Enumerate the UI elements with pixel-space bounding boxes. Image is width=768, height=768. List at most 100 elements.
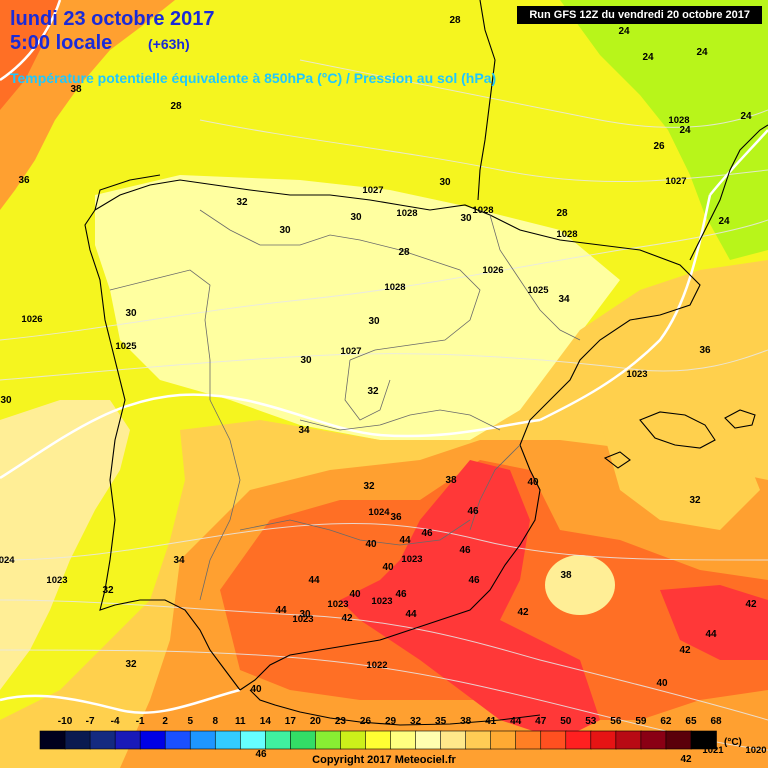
legend-tick: 11 — [235, 716, 246, 727]
legend-swatch — [365, 730, 392, 750]
theta-label: 30 — [125, 308, 137, 319]
legend-swatch — [415, 730, 442, 750]
legend-swatch — [64, 730, 91, 750]
theta-label: 40 — [365, 539, 377, 550]
field-red-east — [660, 585, 768, 660]
pressure-label: 1023 — [292, 614, 313, 625]
theta-label: 30 — [439, 177, 451, 188]
theta-label: 40 — [250, 684, 262, 695]
legend-swatch — [239, 730, 267, 750]
coastlines — [84, 0, 768, 726]
legend-tick: 59 — [635, 716, 647, 727]
legend-tick: 32 — [410, 716, 422, 727]
theta-label: 32 — [363, 481, 375, 492]
theta-label: 40 — [656, 678, 668, 689]
pressure-label: 1028 — [472, 205, 493, 216]
legend-tick: 50 — [560, 716, 572, 727]
theta-label: 30 — [299, 609, 311, 620]
legend-tick: -1 — [136, 716, 145, 727]
theta-label: 32 — [367, 386, 379, 397]
theta-label: 30 — [300, 355, 312, 366]
pressure-label: 1023 — [626, 369, 647, 380]
legend-swatch — [515, 730, 542, 750]
legend-swatch — [164, 730, 192, 750]
pressure-label: 1027 — [340, 346, 361, 357]
legend-unit: (°C) — [724, 737, 742, 748]
legend-tick: -7 — [86, 716, 95, 727]
theta-label: 40 — [382, 562, 394, 573]
pressure-label: 1028 — [396, 208, 417, 219]
theta-label: 24 — [740, 111, 752, 122]
theta-label: 36 — [699, 345, 711, 356]
theta-label: 32 — [102, 585, 114, 596]
theta-label: 28 — [398, 247, 410, 258]
pressure-label: 1025 — [115, 341, 137, 352]
color-legend: -10 -7 -4 -1 2 5 8 11 14 17 20 23 26 29 32 35 38 41 44 47 50… — [39, 716, 722, 750]
legend-swatch — [189, 730, 217, 750]
forecast-step: (+63h) — [148, 36, 190, 52]
theta-label: 36 — [390, 512, 402, 523]
parameter-title: Température potentielle équivalente à 85… — [10, 70, 497, 86]
theta-label: 34 — [558, 294, 570, 305]
legend-tick: 17 — [285, 716, 297, 727]
theta-label: 44 — [705, 629, 717, 640]
legend-tick: 44 — [510, 716, 522, 727]
pressure-label: 1022 — [366, 660, 387, 671]
pressure-labels: 1028 1027 1027 1028 1028 1028 1026 1028 1025 1026… — [0, 115, 767, 756]
theta-label: 46 — [468, 575, 480, 586]
legend-swatch — [465, 730, 492, 750]
pressure-label: 1023 — [401, 554, 422, 565]
theta-label: 42 — [745, 599, 757, 610]
legend-tick: 68 — [710, 716, 722, 727]
legend-swatch — [665, 730, 692, 750]
pressure-label: 1023 — [371, 596, 392, 607]
theta-label: 42 — [680, 754, 692, 765]
legend-swatch — [290, 730, 317, 750]
theta-label: 32 — [689, 495, 701, 506]
theta-label: 24 — [718, 216, 730, 227]
copyright-notice: Copyright 2017 Meteociel.fr — [312, 754, 456, 766]
legend-tick: 26 — [360, 716, 372, 727]
theta-label: 32 — [236, 197, 248, 208]
legend-tick: 5 — [187, 716, 193, 727]
legend-swatch — [340, 730, 367, 750]
theta-label: 42 — [517, 607, 529, 618]
theta-label: 24 — [642, 52, 654, 63]
pressure-label: 1026 — [21, 314, 42, 325]
legend-tick: 38 — [460, 716, 472, 727]
theta-label: 38 — [70, 84, 82, 95]
theta-label: 32 — [125, 659, 137, 670]
field-pale-yellow — [95, 175, 620, 440]
legend-swatch — [89, 730, 116, 750]
legend-tick: 41 — [485, 716, 497, 727]
theta-label: 44 — [405, 609, 417, 620]
legend-tick: -4 — [111, 716, 120, 727]
pressure-label: 1020 — [745, 745, 766, 756]
theta-label: 28 — [449, 15, 461, 26]
theta-label: 30 — [460, 213, 472, 224]
legend-swatch — [390, 730, 417, 750]
legend-swatch — [265, 730, 292, 750]
pressure-label: 1024 — [0, 555, 15, 566]
theta-label: 38 — [560, 570, 572, 581]
legend-tick: -10 — [58, 716, 73, 727]
legend-tick: 65 — [685, 716, 697, 727]
pressure-label: 1027 — [665, 176, 686, 187]
legend-swatch — [39, 730, 66, 750]
theta-label: 30 — [0, 395, 12, 406]
legend-tick: 35 — [435, 716, 447, 727]
theta-label: 28 — [556, 208, 568, 219]
legend-tick: 20 — [310, 716, 322, 727]
field-cream-east — [545, 555, 615, 615]
legend-tick: 56 — [610, 716, 622, 727]
pressure-label: 1023 — [46, 575, 67, 586]
legend-tick: 8 — [212, 716, 218, 727]
legend-tick: 62 — [660, 716, 672, 727]
pressure-label: 1028 — [668, 115, 689, 126]
pressure-label: 1028 — [556, 229, 577, 240]
theta-label: 46 — [395, 589, 407, 600]
field-orange-nw — [0, 0, 175, 210]
legend-swatch — [565, 730, 592, 750]
